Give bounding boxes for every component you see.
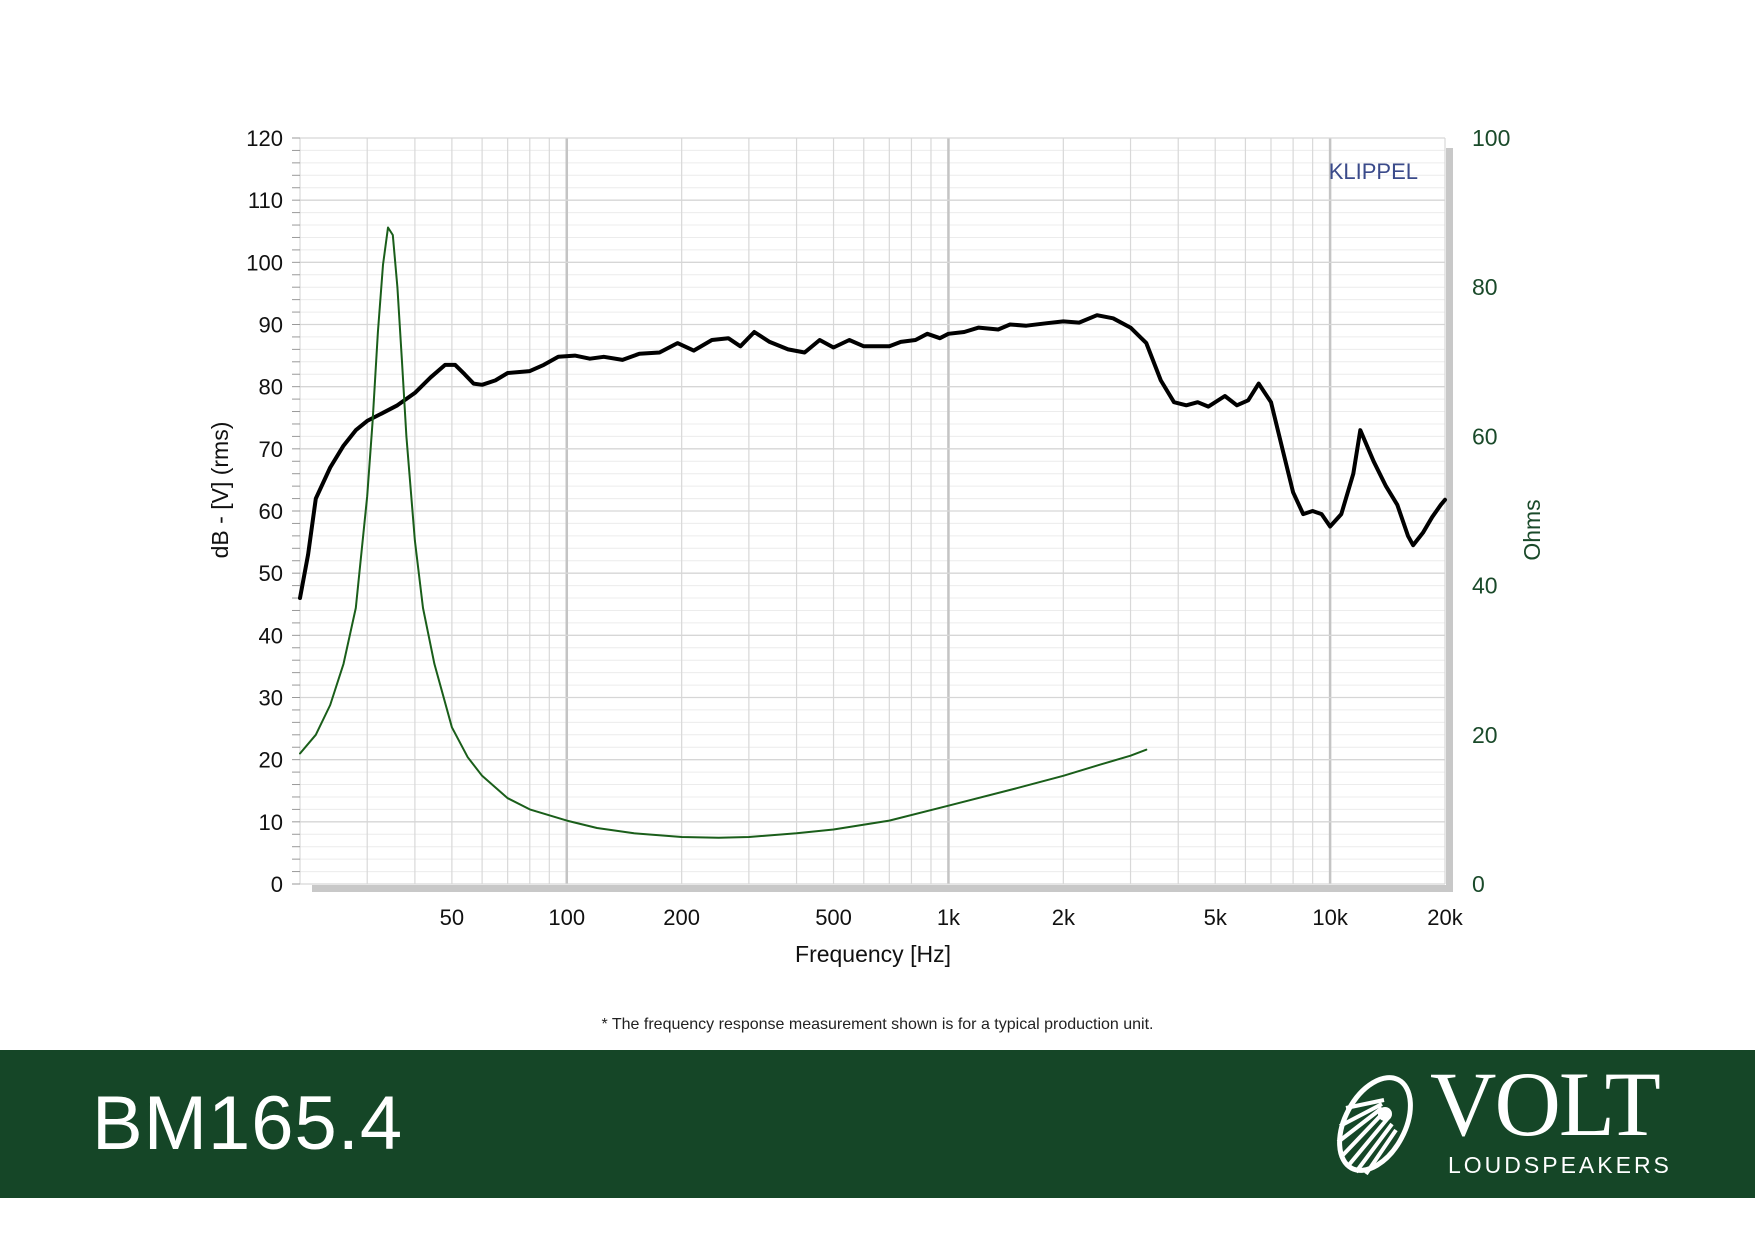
y-left-tick-label: 120 bbox=[246, 126, 283, 151]
y-right-tick-label: 80 bbox=[1472, 274, 1498, 300]
y-right-tick-label: 20 bbox=[1472, 722, 1498, 748]
brand-subtitle: LOUDSPEAKERS bbox=[1448, 1152, 1672, 1178]
x-tick-label: 50 bbox=[440, 905, 464, 930]
frequency-response-chart: 0 10 20 30 40 50 60 70 80 90 100 110 120 0 20 40 60 80 100… bbox=[207, 125, 1545, 967]
model-name: BM165.4 bbox=[92, 1081, 404, 1166]
x-axis-label: Frequency [Hz] bbox=[795, 941, 951, 967]
y-right-tick-label: 0 bbox=[1472, 871, 1485, 897]
x-tick-label: 1k bbox=[937, 905, 961, 930]
x-tick-label: 20k bbox=[1427, 905, 1463, 930]
x-tick-label: 5k bbox=[1204, 905, 1228, 930]
spl-response-line bbox=[298, 313, 1447, 600]
measurement-footnote: * The frequency response measurement sho… bbox=[601, 1016, 1154, 1033]
y-left-tick-label: 0 bbox=[271, 872, 283, 897]
y-left-tick-label: 40 bbox=[259, 623, 283, 648]
x-tick-label: 200 bbox=[663, 905, 700, 930]
chart-series bbox=[298, 226, 1447, 839]
y-left-tick-label: 10 bbox=[259, 810, 283, 835]
x-tick-label: 10k bbox=[1312, 905, 1348, 930]
y-left-tick-label: 90 bbox=[259, 313, 283, 338]
y-left-tick-label: 50 bbox=[259, 561, 283, 586]
y-left-tick-label: 100 bbox=[246, 250, 283, 275]
y-left-tick-label: 20 bbox=[259, 748, 283, 773]
y-right-tick-label: 100 bbox=[1472, 125, 1510, 151]
chart-grid bbox=[299, 137, 1446, 885]
y-left-tick-label: 110 bbox=[248, 188, 283, 213]
volt-logo-icon bbox=[1336, 1075, 1413, 1176]
y-left-tick-label: 70 bbox=[259, 437, 283, 462]
x-tick-label: 2k bbox=[1052, 905, 1076, 930]
brand-footer: BM165.4 VOLT LOUDSPEAKERS bbox=[0, 1050, 1755, 1198]
y-axis-label-right: Ohms bbox=[1519, 499, 1545, 560]
right-axis-bar bbox=[1446, 148, 1453, 892]
klippel-watermark: KLIPPEL bbox=[1329, 159, 1418, 184]
x-tick-label: 100 bbox=[548, 905, 585, 930]
impedance-line bbox=[299, 226, 1148, 839]
y-left-tick-label: 60 bbox=[259, 499, 283, 524]
x-tick-label: 500 bbox=[815, 905, 852, 930]
y-right-tick-label: 40 bbox=[1472, 573, 1498, 599]
x-axis-bar bbox=[312, 885, 1453, 892]
chart-axes: 0 10 20 30 40 50 60 70 80 90 100 110 120 0 20 40 60 80 100… bbox=[246, 125, 1510, 930]
y-right-tick-label: 60 bbox=[1472, 423, 1498, 449]
y-left-tick-label: 30 bbox=[259, 686, 283, 711]
y-axis-label-left: dB - [V] (rms) bbox=[207, 422, 233, 559]
y-left-tick-label: 80 bbox=[259, 375, 283, 400]
brand-name: VOLT bbox=[1430, 1053, 1661, 1155]
